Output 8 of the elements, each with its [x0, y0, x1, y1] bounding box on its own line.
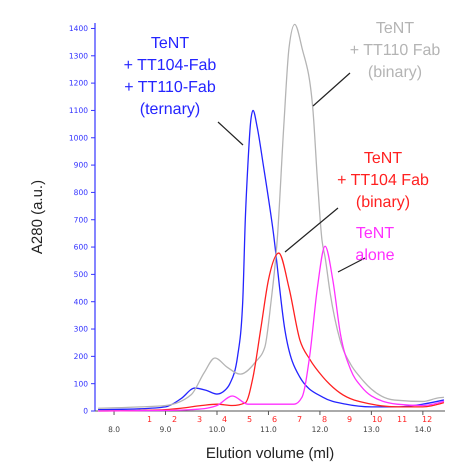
text: 1 2 3 4 5 6 7 8 9 10 11 12 — [147, 415, 432, 424]
series-label: TeNT alone — [355, 225, 395, 264]
x-axis-title: Elution volume (ml) — [206, 445, 334, 462]
text: TeNT + TT104-Fab + TT110-Fab (ternary) — [124, 35, 216, 118]
y-axis-title: A280 (a.u.) — [29, 180, 46, 254]
text: TeNT + TT104 Fab (binary) — [337, 150, 429, 211]
line-series — [98, 24, 444, 409]
text: TeNT + TT110 Fab (binary) — [350, 20, 440, 81]
